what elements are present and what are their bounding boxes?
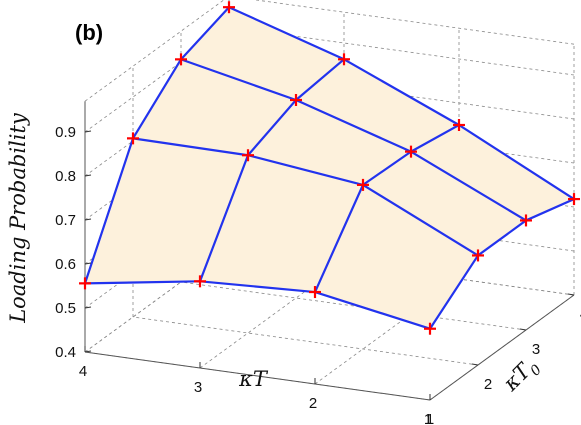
data-point-marker bbox=[127, 132, 139, 145]
floor-gridline-y bbox=[180, 281, 527, 331]
data-point-marker bbox=[338, 53, 350, 66]
x-axis-line bbox=[84, 351, 431, 401]
x-tick-label: 3 bbox=[194, 379, 202, 396]
x-tick-label: 2 bbox=[309, 395, 317, 412]
y-axis-label: κT0 bbox=[498, 353, 545, 400]
y-axis-line bbox=[429, 294, 575, 401]
data-point-marker bbox=[520, 214, 532, 227]
x-axis-label: κT bbox=[238, 367, 269, 391]
z-tick-label: 0.8 bbox=[55, 168, 76, 185]
mesh-line-kappaT0 bbox=[180, 58, 527, 222]
z-tick-label: 0.9 bbox=[55, 124, 76, 141]
data-point-marker bbox=[194, 275, 206, 288]
data-point-marker bbox=[309, 286, 321, 299]
data-point-marker bbox=[568, 193, 580, 206]
surface-patch bbox=[181, 7, 344, 101]
z-tick-label: 0.4 bbox=[55, 344, 76, 361]
y-tick-label: 4 bbox=[580, 306, 581, 323]
mesh-layer bbox=[83, 6, 575, 330]
z-tick-mark bbox=[84, 174, 92, 177]
data-point-marker bbox=[472, 249, 484, 262]
y-tick-mark bbox=[471, 363, 479, 366]
mesh-line-kappaT0 bbox=[84, 280, 431, 330]
origin-tick-label: 1 bbox=[426, 411, 434, 425]
z-tick-mark bbox=[84, 306, 92, 309]
data-point-marker bbox=[223, 1, 235, 14]
mesh-line-kappaT bbox=[198, 58, 345, 282]
surface-layer bbox=[85, 7, 574, 329]
y-tick-mark bbox=[519, 328, 527, 331]
z-tick-mark bbox=[84, 350, 92, 353]
z-tick-label: 0.6 bbox=[55, 256, 76, 273]
data-point-marker bbox=[290, 94, 302, 106]
panel-label: (b) bbox=[75, 20, 103, 45]
surface-patch bbox=[411, 125, 574, 221]
y-tick-label: 2 bbox=[484, 376, 492, 393]
data-point-marker bbox=[405, 145, 417, 158]
surface-patch bbox=[248, 100, 411, 185]
x-tick-label: 4 bbox=[79, 363, 87, 380]
y-tick-mark bbox=[567, 293, 575, 296]
surface-patch bbox=[85, 138, 248, 284]
marker-layer bbox=[79, 1, 580, 335]
z-axis-label: Loading Probability bbox=[6, 112, 30, 324]
surface-patch bbox=[200, 155, 363, 293]
surface-patch bbox=[296, 59, 459, 152]
surface-patch bbox=[363, 151, 526, 256]
mesh-line-kappaT bbox=[83, 6, 230, 284]
mesh-line-kappaT0 bbox=[132, 137, 479, 257]
surface-patch bbox=[133, 59, 296, 156]
y-axis-label-main: κT bbox=[498, 358, 537, 397]
mesh-line-kappaT bbox=[313, 124, 460, 293]
data-point-marker bbox=[175, 53, 187, 66]
tick-layer: 0.40.50.60.70.80.943211234 bbox=[55, 124, 581, 425]
z-tick-mark bbox=[84, 218, 92, 221]
z-tick-mark bbox=[84, 262, 92, 265]
y-tick-label: 3 bbox=[532, 341, 540, 358]
data-point-marker bbox=[242, 149, 254, 162]
data-point-marker bbox=[79, 277, 91, 290]
floor-gridline-y bbox=[132, 316, 479, 366]
mesh-line-kappaT0 bbox=[228, 6, 575, 201]
x-tick-label: 1 bbox=[424, 411, 432, 425]
mesh-line-kappaT bbox=[429, 198, 575, 330]
back-wall-top-edge bbox=[253, 0, 575, 45]
data-point-marker bbox=[424, 322, 436, 335]
surface-patch bbox=[315, 184, 478, 329]
data-point-marker bbox=[357, 178, 369, 191]
z-tick-label: 0.5 bbox=[55, 300, 76, 317]
data-point-marker bbox=[453, 119, 465, 131]
z-tick-mark bbox=[84, 130, 92, 133]
z-tick-label: 0.7 bbox=[55, 212, 76, 229]
